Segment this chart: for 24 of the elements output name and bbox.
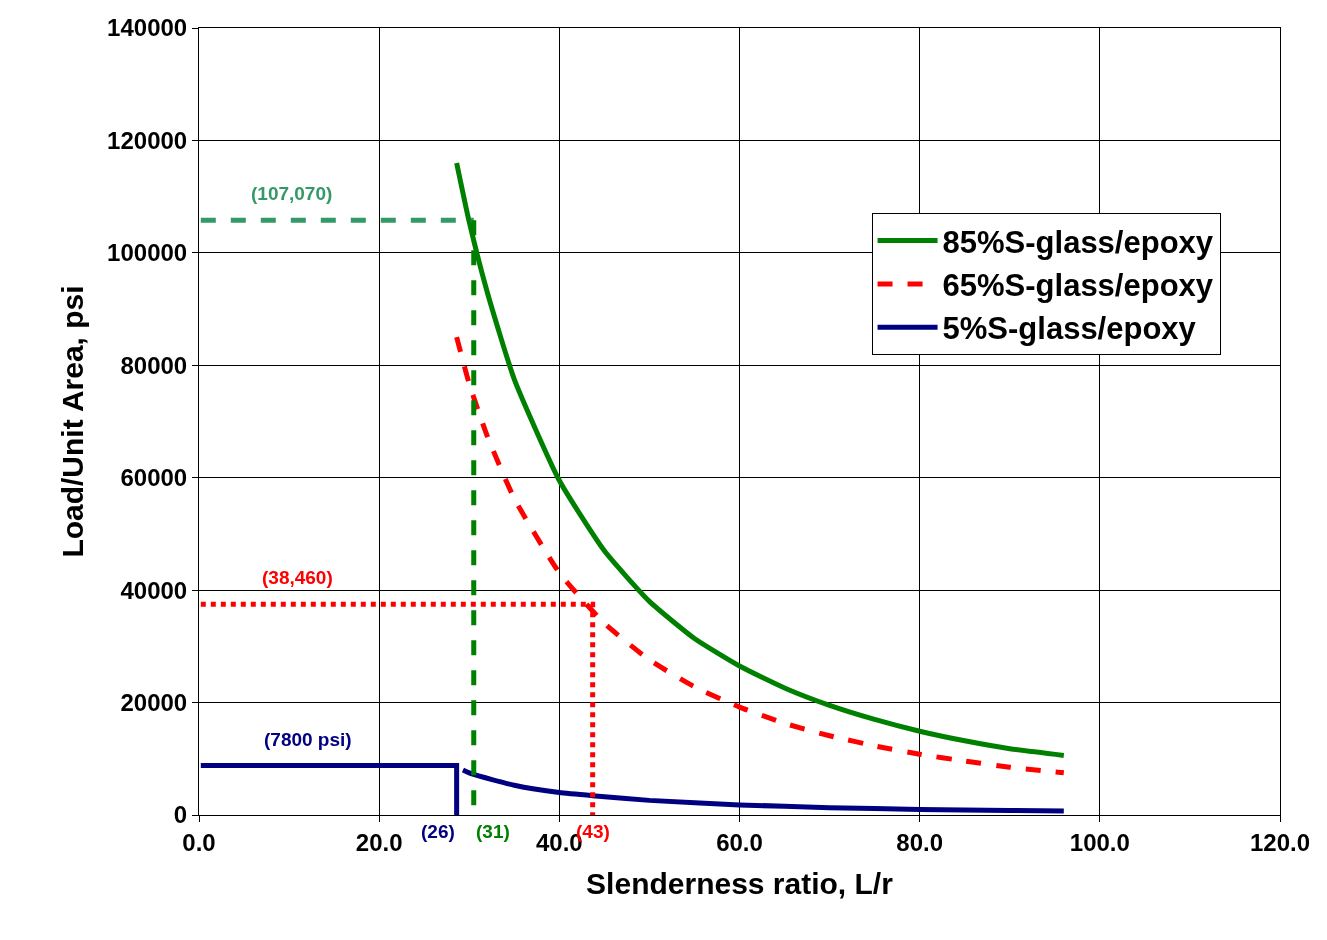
annotation: (107,070) — [251, 183, 333, 204]
y-tick-label: 40000 — [120, 576, 188, 604]
y-tick-label: 140000 — [107, 14, 188, 42]
x-tick-label: 100.0 — [1069, 828, 1130, 856]
x-tick-label: 120.0 — [1249, 828, 1311, 856]
y-tick-label: 0 — [173, 801, 188, 829]
y-tick-label: 60000 — [120, 464, 188, 492]
y-tick-label: 20000 — [120, 688, 188, 716]
annotation: (7800 psi) — [264, 729, 352, 750]
annotation: (31) — [476, 821, 510, 842]
x-tick-label: 20.0 — [355, 828, 403, 856]
x-axis-title: Slenderness ratio, L/r — [586, 867, 894, 901]
y-tick-label: 100000 — [107, 239, 188, 267]
legend-label: 65%S-glass/epoxy — [942, 267, 1214, 303]
annotation: (26) — [421, 821, 455, 842]
y-tick-label: 120000 — [107, 126, 188, 154]
x-tick-label: 80.0 — [896, 828, 944, 856]
x-tick-label: 0.0 — [182, 828, 216, 856]
legend-label: 5%S-glass/epoxy — [942, 311, 1197, 347]
x-tick-label: 60.0 — [716, 828, 763, 856]
legend-label: 85%S-glass/epoxy — [942, 224, 1214, 260]
y-axis-title: Load/Unit Area, psi — [56, 285, 90, 558]
y-tick-label: 80000 — [120, 351, 188, 379]
annotation: (38,460) — [262, 567, 333, 588]
